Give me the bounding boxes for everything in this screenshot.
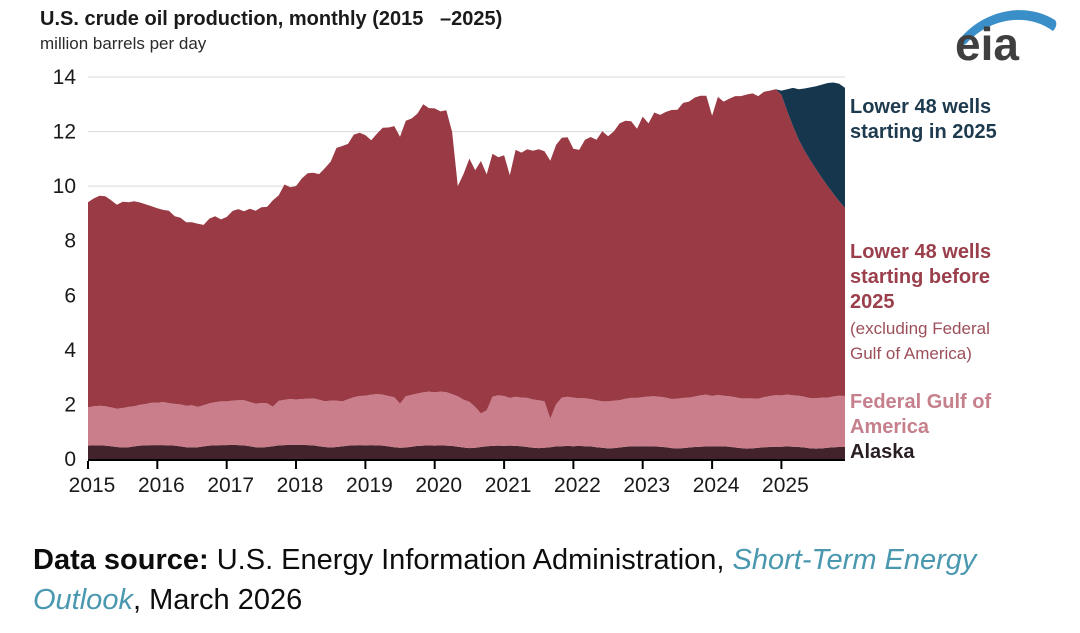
svg-text:2019: 2019 (346, 474, 393, 497)
data-source-text: U.S. Energy Information Administration, (208, 544, 733, 576)
svg-text:2023: 2023 (623, 474, 670, 497)
chart-title: U.S. crude oil production, monthly (2015… (40, 8, 503, 30)
svg-text:8: 8 (64, 230, 76, 253)
legend-lower48-before-2025: Lower 48 wells starting before 2025 (exc… (850, 240, 1022, 366)
svg-text:2024: 2024 (693, 474, 740, 497)
svg-text:14: 14 (53, 66, 77, 89)
data-source: Data source: U.S. Energy Information Adm… (33, 540, 1013, 620)
svg-text:4: 4 (64, 339, 76, 362)
stacked-area-chart: 2015 2016 2017 2018 2019 2020 2021 2022 2023 2024… (30, 60, 865, 505)
svg-text:2015: 2015 (69, 474, 116, 497)
svg-text:10: 10 (53, 175, 76, 198)
data-source-label: Data source: (33, 544, 209, 576)
svg-text:2025: 2025 (762, 474, 809, 497)
legend-lower48-before-2025-note: (excluding Federal Gulf of America) (850, 319, 990, 363)
svg-text:2022: 2022 (554, 474, 601, 497)
svg-text:0: 0 (64, 448, 76, 471)
eia-swoosh-icon (958, 10, 1057, 46)
svg-text:2020: 2020 (415, 474, 462, 497)
svg-text:12: 12 (53, 121, 76, 144)
eia-logo-text: eia (955, 18, 1019, 66)
svg-text:2: 2 (64, 393, 76, 416)
legend-federal-gulf: Federal Gulf of America (850, 391, 992, 438)
svg-text:6: 6 (64, 284, 76, 307)
data-source-tail: , March 2026 (132, 584, 303, 616)
svg-text:2021: 2021 (485, 474, 532, 497)
svg-text:2018: 2018 (277, 474, 324, 497)
svg-text:2016: 2016 (138, 474, 185, 497)
legend-alaska: Alaska (850, 441, 915, 463)
chart-subtitle: million barrels per day (40, 34, 207, 53)
eia-logo: eia (953, 4, 1063, 70)
legend-lower48-starting-2025: Lower 48 wells starting in 2025 (850, 96, 997, 143)
svg-text:2017: 2017 (207, 474, 254, 497)
legend-lower48-before-2025-label: Lower 48 wells starting before 2025 (850, 241, 992, 313)
data-source-link[interactable]: Short-Term Energy Outlook (33, 544, 977, 616)
